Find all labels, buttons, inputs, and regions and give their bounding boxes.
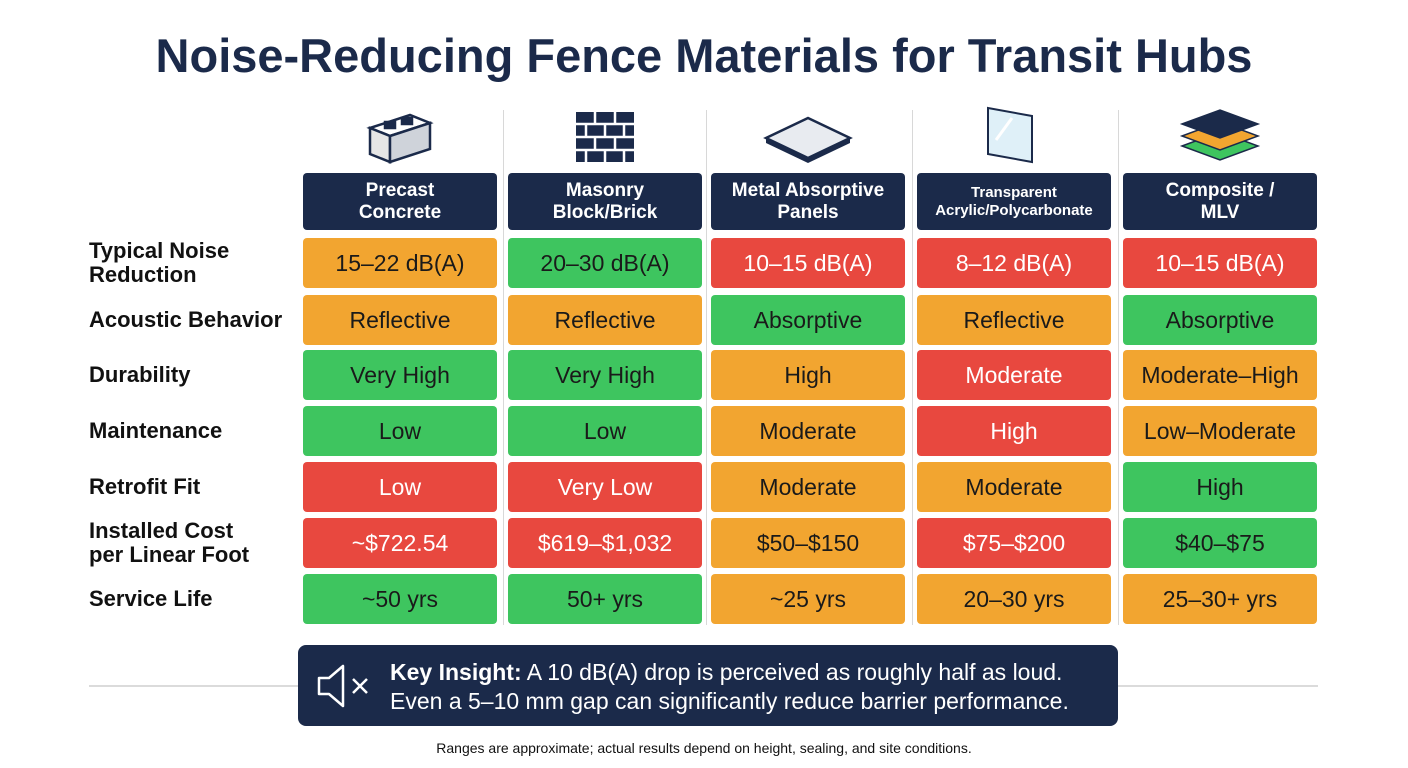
rating-cell: Moderate bbox=[917, 462, 1111, 512]
rating-cell: Moderate–High bbox=[1123, 350, 1317, 400]
rating-cell: Moderate bbox=[917, 350, 1111, 400]
rating-cell: Reflective bbox=[303, 295, 497, 345]
column-header: Composite / MLV bbox=[1123, 173, 1317, 230]
row-label: Retrofit Fit bbox=[89, 473, 201, 499]
footnote: Ranges are approximate; actual results d… bbox=[436, 740, 972, 756]
column-separator bbox=[1118, 110, 1119, 625]
rating-cell: High bbox=[917, 406, 1111, 456]
rating-cell: 10–15 dB(A) bbox=[1123, 238, 1317, 288]
row-label: Maintenance bbox=[89, 417, 223, 443]
rating-cell: ~$722.54 bbox=[303, 518, 497, 568]
rating-cell: High bbox=[711, 350, 905, 400]
row-label: Acoustic Behavior bbox=[89, 306, 283, 332]
icon-acrylic bbox=[987, 106, 1033, 164]
rating-cell: Low bbox=[303, 462, 497, 512]
row-label: Installed Cost per Linear Foot bbox=[89, 517, 250, 567]
icon-composite bbox=[1179, 109, 1261, 161]
row-label: Typical Noise Reduction bbox=[89, 237, 230, 287]
rating-cell: 8–12 dB(A) bbox=[917, 238, 1111, 288]
rating-cell: High bbox=[1123, 462, 1317, 512]
mute-icon bbox=[317, 664, 368, 708]
row-label: Durability bbox=[89, 361, 191, 387]
column-header: Masonry Block/Brick bbox=[508, 173, 702, 230]
rating-cell: Moderate bbox=[711, 462, 905, 512]
rating-cell: Low bbox=[508, 406, 702, 456]
insight-line-2: Even a 5–10 mm gap can significantly red… bbox=[390, 687, 1069, 714]
insight-label: Key Insight: bbox=[390, 659, 522, 685]
rating-cell: 50+ yrs bbox=[508, 574, 702, 624]
insight-box: Key Insight: A 10 dB(A) drop is perceive… bbox=[298, 645, 1118, 726]
rating-cell: $40–$75 bbox=[1123, 518, 1317, 568]
rating-cell: Very High bbox=[303, 350, 497, 400]
title: Noise-Reducing Fence Materials for Trans… bbox=[155, 29, 1253, 82]
rating-cell: 25–30+ yrs bbox=[1123, 574, 1317, 624]
rating-cell: Moderate bbox=[711, 406, 905, 456]
rating-cell: 15–22 dB(A) bbox=[303, 238, 497, 288]
icon-concrete bbox=[366, 113, 434, 164]
rating-cell: ~25 yrs bbox=[711, 574, 905, 624]
column-separator bbox=[912, 110, 913, 625]
rating-cell: Low–Moderate bbox=[1123, 406, 1317, 456]
column-separator bbox=[503, 110, 504, 625]
rating-cell: Reflective bbox=[917, 295, 1111, 345]
insight-text: A 10 dB(A) drop is perceived as roughly … bbox=[526, 659, 1063, 685]
rating-cell: $619–$1,032 bbox=[508, 518, 702, 568]
icon-brick bbox=[576, 112, 634, 162]
rating-cell: Low bbox=[303, 406, 497, 456]
rating-cell: Absorptive bbox=[711, 295, 905, 345]
insight-line-1: Key Insight: A 10 dB(A) drop is perceive… bbox=[390, 658, 1118, 687]
rating-cell: 10–15 dB(A) bbox=[711, 238, 905, 288]
column-separator bbox=[706, 110, 707, 625]
rating-cell: Very High bbox=[508, 350, 702, 400]
rating-cell: $50–$150 bbox=[711, 518, 905, 568]
column-header: Metal Absorptive Panels bbox=[711, 173, 905, 230]
rating-cell: $75–$200 bbox=[917, 518, 1111, 568]
row-label: Service Life bbox=[89, 585, 213, 611]
column-header: Precast Concrete bbox=[303, 173, 497, 230]
column-header: Transparent Acrylic/Polycarbonate bbox=[917, 173, 1111, 230]
icon-panel bbox=[763, 116, 853, 163]
rating-cell: Reflective bbox=[508, 295, 702, 345]
rating-cell: 20–30 yrs bbox=[917, 574, 1111, 624]
rating-cell: ~50 yrs bbox=[303, 574, 497, 624]
rating-cell: 20–30 dB(A) bbox=[508, 238, 702, 288]
rating-cell: Very Low bbox=[508, 462, 702, 512]
rating-cell: Absorptive bbox=[1123, 295, 1317, 345]
